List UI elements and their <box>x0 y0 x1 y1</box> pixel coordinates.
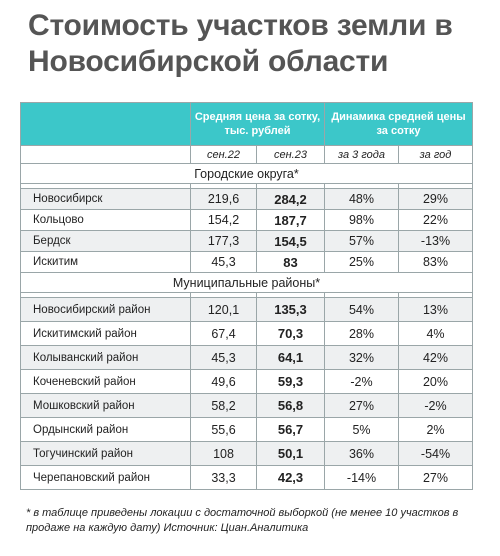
price-sep23: 56,8 <box>256 393 325 418</box>
location-name: Искитим <box>20 251 191 273</box>
location-name: Искитимский район <box>20 321 191 346</box>
price-sep22: 67,4 <box>190 321 257 346</box>
price-sep22: 45,3 <box>190 251 257 273</box>
header-blank-cell <box>20 102 191 146</box>
change-3y: 57% <box>324 230 399 252</box>
price-sep22: 33,3 <box>190 465 257 490</box>
location-name: Тогучинский район <box>20 441 191 466</box>
section-gap <box>20 292 473 298</box>
change-3y: -2% <box>324 369 399 394</box>
change-1y: 29% <box>398 188 473 210</box>
change-1y: -54% <box>398 441 473 466</box>
subheader-3y: за 3 года <box>324 145 399 164</box>
change-1y: 2% <box>398 417 473 442</box>
price-sep23: 50,1 <box>256 441 325 466</box>
location-name: Новосибирский район <box>20 297 191 322</box>
location-name: Коченевский район <box>20 369 191 394</box>
change-1y: 20% <box>398 369 473 394</box>
change-3y: 98% <box>324 209 399 231</box>
table-row: Кольцово 154,2 187,7 98% 22% <box>20 209 473 231</box>
change-1y: -13% <box>398 230 473 252</box>
price-sep22: 58,2 <box>190 393 257 418</box>
gap-cell <box>398 292 473 298</box>
table-row: Черепановский район 33,3 42,3 -14% 27% <box>20 465 473 490</box>
price-sep22: 45,3 <box>190 345 257 370</box>
change-3y: 32% <box>324 345 399 370</box>
price-sep23: 70,3 <box>256 321 325 346</box>
header-price: Средняя цена за сотку, тыс. рублей <box>190 102 325 146</box>
change-3y: 28% <box>324 321 399 346</box>
change-1y: 27% <box>398 465 473 490</box>
location-name: Бердск <box>20 230 191 252</box>
subheader-sep23: сен.23 <box>256 145 325 164</box>
location-name: Колыванский район <box>20 345 191 370</box>
table-row: Искитимский район 67,4 70,3 28% 4% <box>20 321 473 346</box>
change-1y: -2% <box>398 393 473 418</box>
price-sep22: 219,6 <box>190 188 257 210</box>
price-sep23: 83 <box>256 251 325 273</box>
price-sep22: 49,6 <box>190 369 257 394</box>
table-row: Коченевский район 49,6 59,3 -2% 20% <box>20 369 473 394</box>
table-row: Новосибирск 219,6 284,2 48% 29% <box>20 188 473 210</box>
change-1y: 13% <box>398 297 473 322</box>
table-row: Искитим 45,3 83 25% 83% <box>20 251 473 273</box>
subheader-blank-cell <box>20 145 191 164</box>
change-3y: 36% <box>324 441 399 466</box>
change-3y: -14% <box>324 465 399 490</box>
price-sep23: 284,2 <box>256 188 325 210</box>
price-sep22: 120,1 <box>190 297 257 322</box>
location-name: Кольцово <box>20 209 191 231</box>
location-name: Мошковский район <box>20 393 191 418</box>
location-name: Новосибирск <box>20 188 191 210</box>
location-name: Черепановский район <box>20 465 191 490</box>
price-sep23: 56,7 <box>256 417 325 442</box>
change-1y: 22% <box>398 209 473 231</box>
section-label: Городские округа* <box>20 163 473 184</box>
price-sep23: 187,7 <box>256 209 325 231</box>
price-sep23: 59,3 <box>256 369 325 394</box>
table-header-row: Средняя цена за сотку, тыс. рублей Динам… <box>20 102 473 146</box>
land-price-table: Средняя цена за сотку, тыс. рублей Динам… <box>20 102 473 490</box>
table-subheader-row: сен.22 сен.23 за 3 года за год <box>20 145 473 164</box>
table-row: Новосибирский район 120,1 135,3 54% 13% <box>20 297 473 322</box>
price-sep22: 154,2 <box>190 209 257 231</box>
table-row: Мошковский район 58,2 56,8 27% -2% <box>20 393 473 418</box>
price-sep22: 55,6 <box>190 417 257 442</box>
header-dynamics: Динамика средней цены за сотку <box>324 102 473 146</box>
price-sep23: 42,3 <box>256 465 325 490</box>
table-row: Тогучинский район 108 50,1 36% -54% <box>20 441 473 466</box>
price-sep22: 108 <box>190 441 257 466</box>
section-gap <box>20 183 473 189</box>
change-1y: 4% <box>398 321 473 346</box>
price-sep23: 154,5 <box>256 230 325 252</box>
change-3y: 25% <box>324 251 399 273</box>
subheader-sep22: сен.22 <box>190 145 257 164</box>
section-header-row: Муниципальные районы* <box>20 272 473 293</box>
price-sep23: 64,1 <box>256 345 325 370</box>
section-header-row: Городские округа* <box>20 163 473 184</box>
section-label: Муниципальные районы* <box>20 272 473 293</box>
change-3y: 48% <box>324 188 399 210</box>
gap-cell <box>398 183 473 189</box>
change-1y: 42% <box>398 345 473 370</box>
change-3y: 27% <box>324 393 399 418</box>
price-sep22: 177,3 <box>190 230 257 252</box>
table-row: Бердск 177,3 154,5 57% -13% <box>20 230 473 252</box>
change-3y: 54% <box>324 297 399 322</box>
subheader-1y: за год <box>398 145 473 164</box>
page-title: Стоимость участков земли в Новосибирской… <box>28 9 453 78</box>
change-3y: 5% <box>324 417 399 442</box>
footnote: * в таблице приведены локации с достаточ… <box>26 507 459 534</box>
change-1y: 83% <box>398 251 473 273</box>
table-row: Колыванский район 45,3 64,1 32% 42% <box>20 345 473 370</box>
location-name: Ордынский район <box>20 417 191 442</box>
table-row: Ордынский район 55,6 56,7 5% 2% <box>20 417 473 442</box>
price-sep23: 135,3 <box>256 297 325 322</box>
